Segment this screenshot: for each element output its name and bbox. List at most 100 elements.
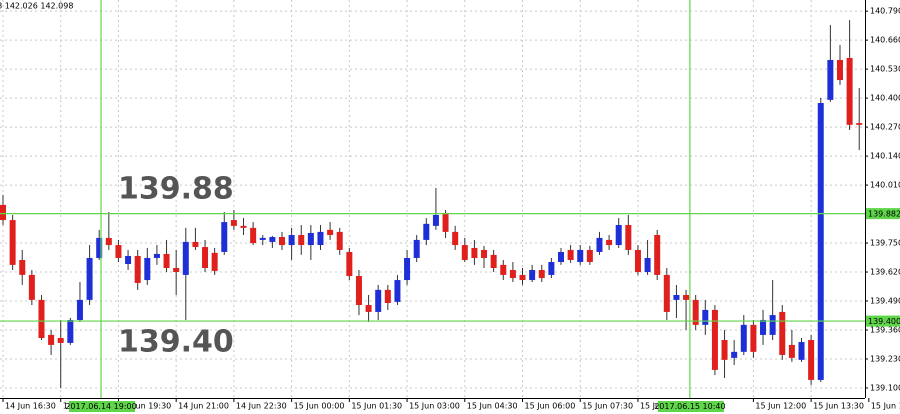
candle-body (615, 224, 622, 246)
candle-body (327, 229, 334, 236)
cursor-label: 2017.06.15 10:40 (654, 402, 725, 411)
candle-body (355, 276, 362, 306)
y-tick-label: 139.230 (870, 354, 900, 363)
candle-body (644, 257, 651, 273)
y-tick-label: 139.490 (870, 297, 900, 306)
candle-body (144, 257, 151, 281)
candle-body (663, 274, 670, 312)
y-tick-label: 140.530 (870, 65, 900, 74)
candle-body (750, 324, 757, 352)
level-label-box (866, 208, 900, 220)
candle-body (163, 253, 170, 269)
cursor-label: 2017.06.14 19:00 (65, 402, 136, 411)
candle-body (278, 237, 285, 246)
candle-body (836, 59, 843, 81)
level-label-box (866, 315, 900, 327)
x-tick-label: 15 Jun 04:30 (467, 402, 518, 411)
candle-body (384, 289, 391, 304)
x-tick-label: 15 Jun 01:30 (351, 402, 402, 411)
candle-body (731, 351, 738, 358)
y-tick-label: 139.360 (870, 325, 900, 334)
candle-body (394, 280, 401, 302)
candle-body (423, 223, 430, 240)
x-tick-label: 15 Jun 00:00 (294, 402, 345, 411)
candle-body (500, 264, 507, 275)
candle-body (654, 235, 661, 275)
candle-body (827, 59, 834, 100)
candle-body (76, 299, 83, 320)
candle-body (692, 299, 699, 325)
candle-body (57, 338, 64, 343)
x-tick-label: 14 Jun 22:30 (236, 402, 287, 411)
candle-body (298, 235, 305, 246)
candles (0, 20, 863, 388)
x-tick-label: 15 Jun 12:00 (755, 402, 806, 411)
candle-body (115, 245, 122, 258)
candle-body (538, 270, 545, 279)
candle-body (336, 231, 343, 250)
candle-body (798, 342, 805, 360)
candle-body (808, 340, 815, 380)
candle-body (0, 204, 7, 221)
candle-body (67, 319, 74, 343)
candle-body (346, 251, 353, 277)
y-tick-label: 140.010 (870, 181, 900, 190)
y-tick-label: 139.750 (870, 239, 900, 248)
candle-body (788, 344, 795, 358)
candle-body (856, 123, 863, 125)
x-tick-label: 15 Jun 13:30 (813, 402, 864, 411)
x-tick-label: 14 Jun 16:30 (5, 402, 56, 411)
x-tick-label: 15 Jun 06:00 (525, 402, 576, 411)
level-label: 139.882 (868, 210, 900, 219)
cursor-label-box (657, 401, 724, 412)
candle-body (96, 237, 103, 258)
x-tick-label: 14 Jun 21:00 (178, 402, 229, 411)
candle-body (269, 237, 276, 242)
candle-body (481, 249, 488, 258)
candle-body (192, 241, 199, 248)
candle-body (182, 241, 189, 275)
candle-body (86, 257, 93, 300)
candle-body (173, 268, 180, 273)
candle-body (317, 231, 324, 246)
candle-body (19, 259, 26, 275)
annotation: 139.88 (118, 172, 234, 207)
x-tick-label: 15 Jun 03:00 (409, 402, 460, 411)
candle-body (105, 237, 112, 246)
level-label: 139.400 (868, 317, 900, 326)
x-tick-label: 14 Jun 19:30 (120, 402, 171, 411)
candle-body (375, 289, 382, 312)
candle-body (442, 212, 449, 232)
candle-body (38, 299, 45, 339)
candle-body (413, 239, 420, 258)
candle-body (769, 315, 776, 335)
candle-body (596, 237, 603, 252)
candle-body (307, 233, 314, 246)
candle-body (760, 319, 767, 335)
candle-body (519, 274, 526, 281)
candle-body (125, 255, 132, 264)
candle-body (404, 257, 411, 281)
candle-body (365, 305, 372, 312)
candle-body (211, 252, 218, 271)
y-tick-label: 140.270 (870, 123, 900, 132)
candle-body (625, 224, 632, 250)
candle-body (817, 103, 824, 380)
candle-body (221, 222, 228, 252)
candle-body (240, 225, 247, 228)
candle-body (48, 334, 55, 345)
annotation: 139.40 (118, 325, 234, 360)
candle-body (259, 237, 266, 240)
candle-body (567, 249, 574, 260)
candle-body (557, 251, 564, 262)
candle-body (471, 247, 478, 258)
candle-body (740, 324, 747, 352)
y-tick-label: 140.140 (870, 152, 900, 161)
y-tick-label: 140.790 (870, 7, 900, 16)
candle-body (721, 340, 728, 360)
candle-body (250, 227, 257, 244)
candle-body (702, 309, 709, 325)
candle-body (153, 253, 160, 258)
